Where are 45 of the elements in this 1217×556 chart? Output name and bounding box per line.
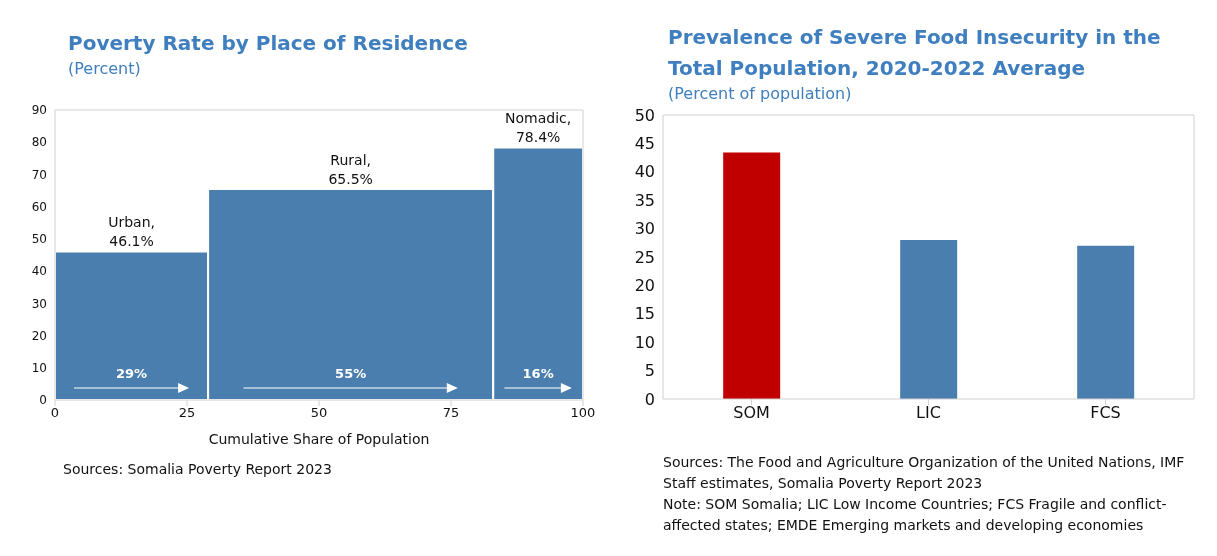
chart-title: Poverty Rate by Place of Residence [68,30,469,57]
y-tick-label: 20 [634,276,655,296]
text: Note: SOM Somalia; LIC Low Income Countries; FCS Fragile and conflict-affected states; EMDE Emerging markets and developing economies [663,495,1168,535]
x-axis-title: Cumulative Share of Population [208,431,430,447]
y-tick-label: 0 [39,393,47,408]
annotation: Rural, 65.5% [328,151,373,187]
source-note: Sources: Somalia Poverty Report 2023 [63,460,333,479]
y-tick-label: 30 [634,219,655,239]
annotation: 55% [335,366,367,381]
y-tick-label: 50 [634,105,655,125]
bar [723,152,781,399]
x-tick-label: LIC [916,403,941,423]
y-tick-label: 15 [634,304,655,324]
y-tick-label: 50 [31,232,47,247]
y-tick-label: 45 [634,134,655,154]
annotation: Nomadic, 78.4% [505,110,572,146]
y-tick-label: 40 [634,162,655,182]
x-tick-label: 75 [442,405,460,421]
chart-subtitle: (Percent) [68,59,142,79]
y-tick-label: 60 [31,199,47,214]
x-tick-label: 50 [310,405,328,421]
y-tick-label: 40 [31,264,47,279]
y-tick-label: 10 [31,361,47,376]
source-note: Sources: The Food and Agriculture Organization of the United Nations, IMF Staff estimates, Somalia Poverty Report 2023 [663,453,1186,493]
y-tick-label: 5 [644,361,655,381]
annotation: 16% [522,366,554,381]
y-tick-label: 25 [634,247,655,267]
y-tick-label: 80 [31,135,47,150]
x-tick-label: 25 [178,405,196,421]
x-tick-label: FCS [1090,403,1121,423]
y-tick-label: 35 [634,190,655,210]
x-tick-label: 100 [570,405,596,421]
y-tick-label: 90 [31,103,47,118]
y-tick-label: 30 [31,296,47,311]
y-tick-label: 10 [634,332,655,352]
x-tick-label: SOM [733,403,770,423]
bar [1077,245,1135,399]
bar [900,239,958,399]
y-tick-label: 20 [31,328,47,343]
chart-title: Prevalence of Severe Food Insecurity in the Total Population, 2020-2022 Average [668,24,1162,82]
annotation: Urban, 46.1% [108,214,155,250]
x-tick-label: 0 [50,405,60,421]
y-tick-label: 70 [31,167,47,182]
chart-subtitle: (Percent of population) [668,84,853,104]
annotation: 29% [116,366,148,381]
